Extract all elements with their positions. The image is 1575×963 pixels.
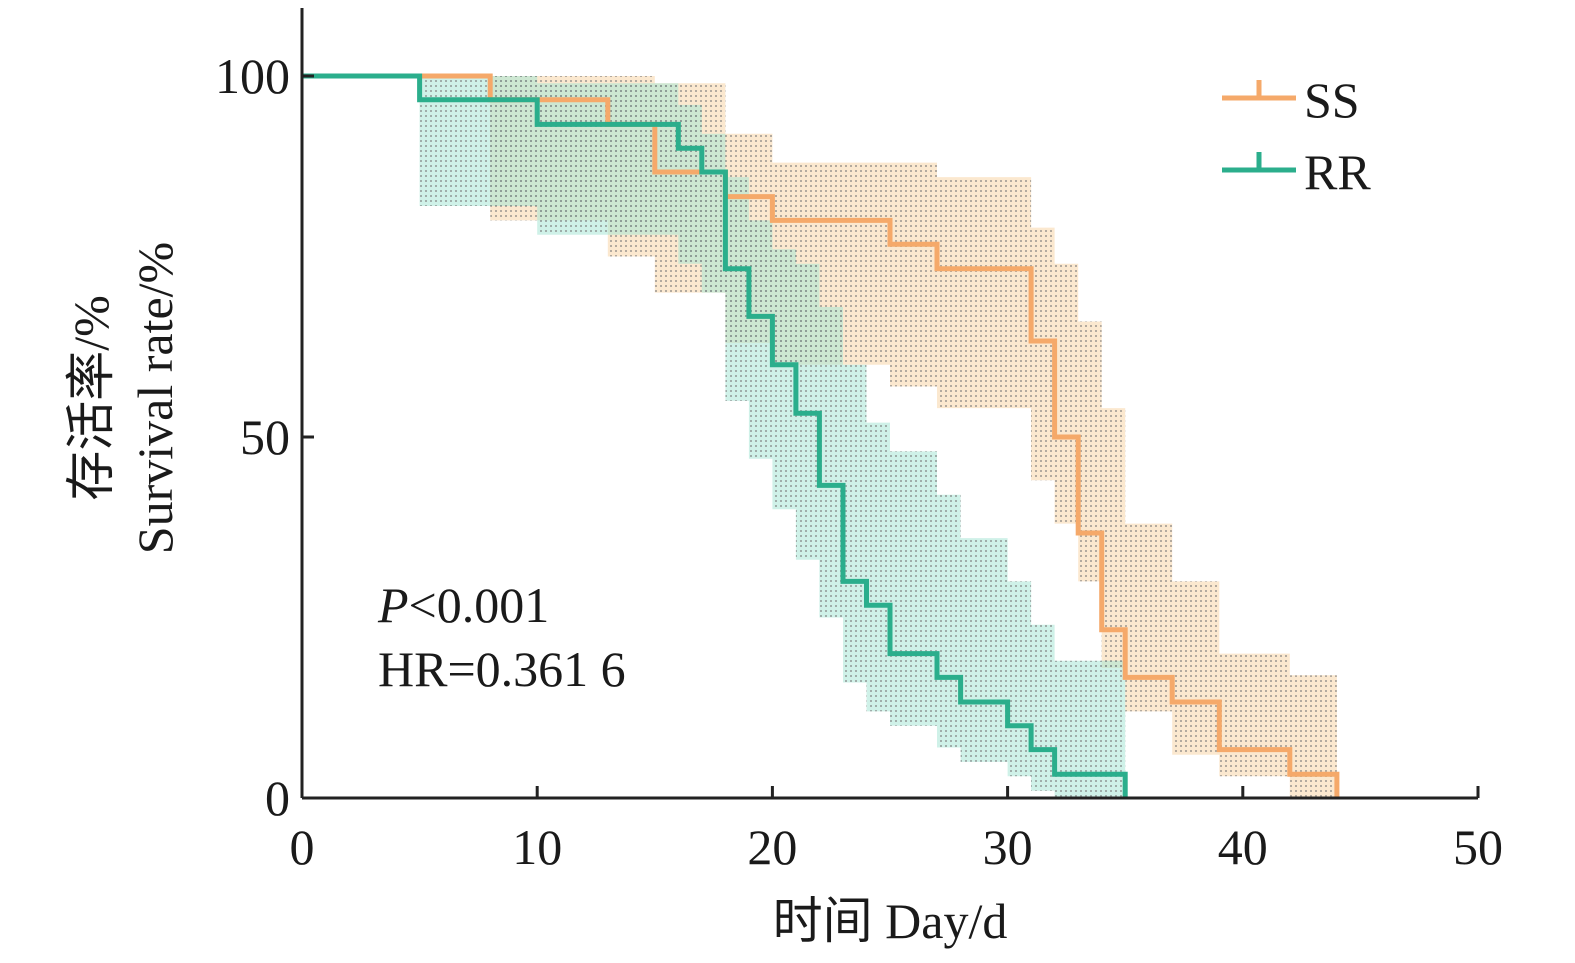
x-tick-label: 40: [1218, 819, 1268, 875]
legend-label-rr: RR: [1304, 144, 1371, 200]
y-axis-title-en: Survival rate/%: [127, 242, 183, 554]
axis-ticks: 0 10 20 30 40 50 0 50 100: [215, 48, 1503, 875]
legend-label-ss: SS: [1304, 72, 1360, 128]
survival-curve-ss: [302, 73, 1340, 798]
x-tick-label: 30: [983, 819, 1033, 875]
y-tick-label: 50: [240, 409, 290, 465]
hazard-ratio-annotation: HR=0.361 6: [378, 641, 626, 697]
y-tick-label: 0: [265, 770, 290, 826]
x-tick-label: 50: [1453, 819, 1503, 875]
survival-curve-rr: [302, 73, 1128, 798]
confidence-band-rr-texture: [302, 76, 1126, 798]
x-tick-label: 0: [290, 819, 315, 875]
p-value-annotation: P<0.001: [377, 577, 549, 633]
p-value-text: <0.001: [409, 577, 550, 633]
x-axis-title: 时间 Day/d: [773, 893, 1008, 949]
legend: SS RR: [1222, 72, 1371, 200]
x-tick-label: 10: [512, 819, 562, 875]
y-tick-label: 100: [215, 48, 290, 104]
y-axis-title-cn: 存活率/%: [63, 295, 119, 501]
survival-curves: [302, 73, 1340, 798]
x-tick-label: 20: [747, 819, 797, 875]
p-value-symbol: P: [377, 577, 409, 633]
